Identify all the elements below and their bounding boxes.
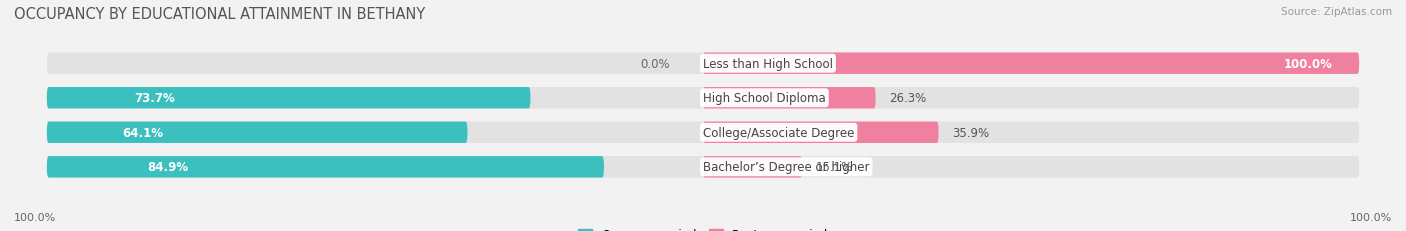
FancyBboxPatch shape — [46, 88, 530, 109]
FancyBboxPatch shape — [703, 156, 801, 178]
Text: 64.1%: 64.1% — [122, 126, 163, 139]
FancyBboxPatch shape — [703, 88, 876, 109]
FancyBboxPatch shape — [703, 53, 1360, 75]
Text: Bachelor’s Degree or higher: Bachelor’s Degree or higher — [703, 161, 869, 173]
Text: 100.0%: 100.0% — [1350, 212, 1392, 222]
FancyBboxPatch shape — [46, 122, 467, 143]
FancyBboxPatch shape — [46, 88, 1360, 109]
Text: OCCUPANCY BY EDUCATIONAL ATTAINMENT IN BETHANY: OCCUPANCY BY EDUCATIONAL ATTAINMENT IN B… — [14, 7, 425, 22]
Text: Source: ZipAtlas.com: Source: ZipAtlas.com — [1281, 7, 1392, 17]
Text: College/Associate Degree: College/Associate Degree — [703, 126, 855, 139]
Text: 0.0%: 0.0% — [641, 58, 671, 70]
Text: 84.9%: 84.9% — [148, 161, 188, 173]
Text: 26.3%: 26.3% — [889, 92, 927, 105]
FancyBboxPatch shape — [46, 122, 1360, 143]
Text: High School Diploma: High School Diploma — [703, 92, 825, 105]
FancyBboxPatch shape — [46, 156, 605, 178]
Legend: Owner-occupied, Renter-occupied: Owner-occupied, Renter-occupied — [572, 223, 834, 231]
FancyBboxPatch shape — [46, 53, 1360, 75]
Text: 73.7%: 73.7% — [134, 92, 174, 105]
Text: Less than High School: Less than High School — [703, 58, 832, 70]
FancyBboxPatch shape — [46, 156, 1360, 178]
Text: 35.9%: 35.9% — [952, 126, 988, 139]
Text: 100.0%: 100.0% — [14, 212, 56, 222]
Text: 100.0%: 100.0% — [1284, 58, 1333, 70]
FancyBboxPatch shape — [703, 122, 939, 143]
Text: 15.1%: 15.1% — [815, 161, 852, 173]
